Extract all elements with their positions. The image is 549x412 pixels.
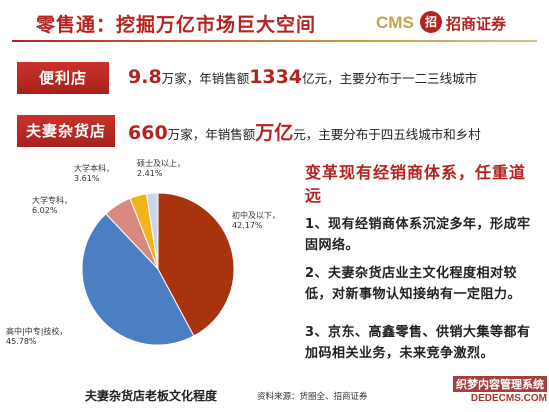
header-divider	[12, 40, 537, 42]
store-count-suffix: 家，年销售额	[180, 127, 256, 142]
watermark-bottom-text: DEDECMS.COM	[470, 393, 547, 404]
store-count-unit: 万	[167, 127, 181, 142]
convenience-store-stat: 9.8万家，年销售额1334亿元，主要分布于一二三线城市	[128, 66, 477, 88]
logo-text: CMS	[376, 13, 414, 32]
watermark: 织梦内容管理系统 DEDECMS.COM	[442, 374, 549, 412]
pie-slice-master	[145, 192, 159, 270]
store-sales-suffix: 元，主要分布于四五线城市和乡村	[293, 127, 481, 142]
bullet-point: 3、京东、高鑫零售、供销大集等都有加码相关业务，未来竞争激烈。	[305, 325, 531, 361]
mom-pop-store-tag: 夫妻杂货店	[17, 115, 115, 147]
bullet-point: 1、现有经销商体系沉淀多年，形成牢固网络。	[305, 217, 531, 253]
pie-label-high-school: 高中|中专|技校， 45.78%	[6, 327, 68, 346]
store-sales-value: 1334	[249, 66, 303, 88]
store-sales-unit: 亿	[302, 71, 315, 86]
section-heading: 变革现有经销商体系，任重道远	[305, 163, 527, 205]
pie-slice-junior-high	[157, 192, 235, 337]
pie-label-master: 硕士及以上， 2.41%	[137, 159, 185, 178]
page-title: 零售通：挖掘万亿市场巨大空间	[36, 14, 317, 36]
watermark-top-text: 织梦内容管理系统	[453, 376, 547, 392]
logo-mark-icon: 招	[420, 11, 442, 33]
pie-svg	[81, 192, 235, 346]
store-count-suffix: 家，年销售额	[174, 71, 250, 86]
logo-company-name: 招商证券	[446, 15, 507, 33]
pie-label-junior-high: 初中及以下， 42.17%	[232, 211, 280, 230]
data-source: 资料来源：货圈全、招商证券	[257, 392, 368, 402]
education-pie-chart: 初中及以下， 42.17% 高中|中专|技校， 45.78% 大学专科， 6.02% …	[0, 155, 300, 385]
pie-label-bachelor: 大学本科， 3.61%	[74, 164, 114, 183]
store-count-value: 9.8	[128, 66, 162, 88]
bullet-point: 2、夫妻杂货店业主文化程度相对较低，对新事物认知接纳有一定阻力。	[305, 266, 522, 302]
chart-caption: 夫妻杂货店老板文化程度	[85, 389, 218, 403]
mom-pop-store-stat: 660万家，年销售额万亿元，主要分布于四五线城市和乡村	[128, 118, 481, 145]
pie-slice-high-school	[81, 213, 195, 346]
convenience-store-tag: 便利店	[17, 62, 109, 94]
pie-label-college: 大学专科， 6.02%	[32, 196, 72, 215]
store-sales-suffix: 元，主要分布于一二三线城市	[314, 71, 478, 86]
store-sales-value: 万亿	[255, 122, 294, 144]
store-count-value: 660	[128, 122, 168, 144]
store-count-unit: 万	[161, 71, 175, 86]
